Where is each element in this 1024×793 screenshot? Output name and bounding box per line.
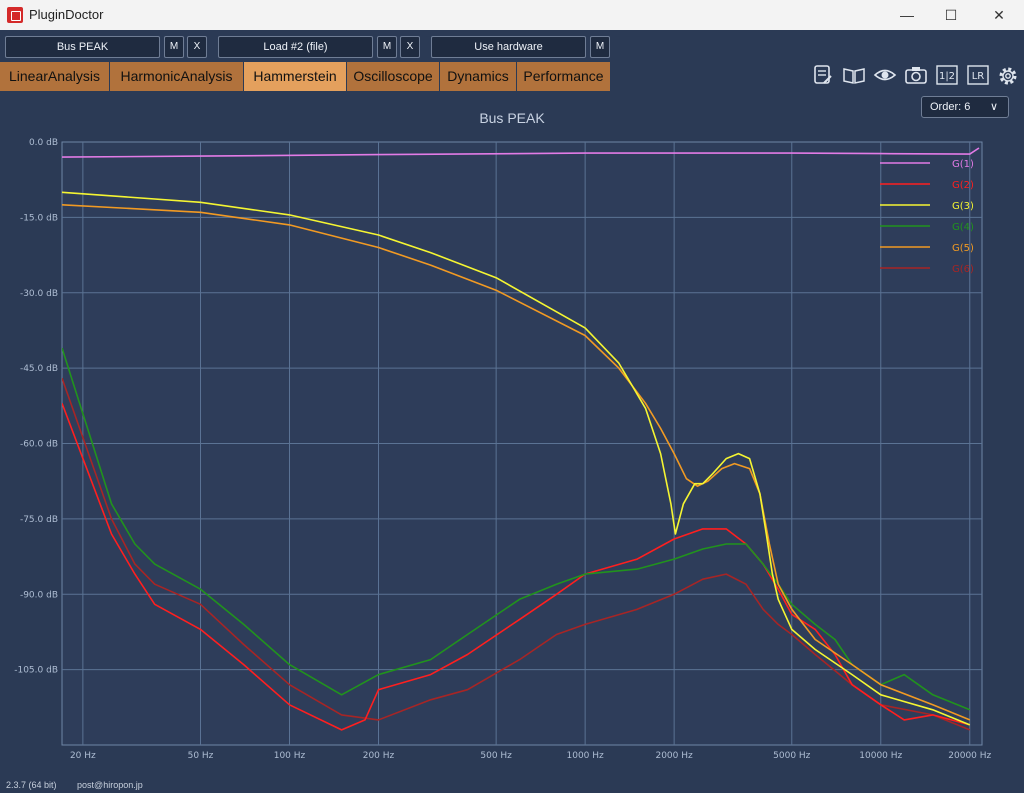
x-tick-label: 200 Hz [363, 751, 395, 761]
minimize-button[interactable]: — [900, 7, 914, 23]
legend-label: G(2) [952, 180, 974, 191]
y-tick-label: -75.0 dB [20, 515, 58, 525]
y-tick-label: -15.0 dB [20, 213, 58, 223]
contact-label: post@hiropon.jp [77, 780, 143, 790]
y-tick-label: 0.0 dB [29, 138, 58, 148]
x-tick-label: 2000 Hz [655, 751, 693, 761]
gear-icon[interactable] [996, 64, 1020, 88]
svg-text:LR: LR [972, 71, 985, 82]
window-title: PluginDoctor [29, 7, 104, 22]
x-tick-label: 10000 Hz [859, 751, 902, 761]
version-label: 2.3.7 (64 bit) [6, 780, 57, 790]
title-bar: PluginDoctor — ☐ ✕ [0, 0, 1024, 30]
notes-icon[interactable] [811, 64, 835, 88]
y-tick-label: -90.0 dB [20, 590, 58, 600]
plot-grid [61, 141, 983, 746]
load-menu-button[interactable]: M [377, 36, 397, 58]
plot-title: Bus PEAK [479, 110, 545, 126]
tab-dynamics[interactable]: Dynamics [440, 62, 517, 91]
load-remove-button[interactable]: X [400, 36, 420, 58]
eye-icon[interactable] [873, 64, 897, 88]
x-tick-label: 5000 Hz [773, 751, 811, 761]
legend-label: G(4) [952, 222, 974, 233]
x-tick-label: 20 Hz [70, 751, 96, 761]
x-tick-label: 20000 Hz [948, 751, 991, 761]
hardware-menu-button[interactable]: M [590, 36, 610, 58]
axis-ticks: 20 Hz 50 Hz 100 Hz 200 Hz 500 Hz 1000 Hz 2000 … [14, 138, 991, 761]
order-label: Order: 6 [930, 101, 971, 113]
y-tick-label: -60.0 dB [20, 440, 58, 450]
series-line-G(4) [62, 347, 971, 711]
x-tick-label: 1000 Hz [567, 751, 605, 761]
order-dropdown[interactable]: Order: 6 ∨ [921, 96, 1009, 118]
tab-linear-analysis[interactable]: LinearAnalysis [0, 62, 110, 91]
x-tick-label: 500 Hz [480, 751, 512, 761]
lr-icon[interactable]: LR [966, 64, 990, 88]
app-logo-icon [7, 7, 23, 23]
plot-legend: G(1) G(2) G(3) G(4) G(5) G(6) [880, 159, 974, 275]
series-line-G(6) [62, 377, 971, 731]
series-line-G(2) [62, 403, 971, 731]
y-tick-label: -105.0 dB [14, 666, 58, 676]
compare-icon[interactable]: 1|2 [935, 64, 959, 88]
svg-text:1|2: 1|2 [939, 71, 955, 82]
camera-icon[interactable] [904, 64, 928, 88]
close-window-button[interactable]: ✕ [993, 7, 1005, 23]
y-tick-label: -45.0 dB [20, 364, 58, 374]
y-tick-label: -30.0 dB [20, 289, 58, 299]
legend-label: G(6) [952, 264, 974, 275]
legend-label: G(3) [952, 201, 974, 212]
book-icon[interactable] [842, 64, 866, 88]
chevron-down-icon: ∨ [989, 101, 998, 113]
series-line-G(1) [62, 147, 980, 158]
plugin-remove-button[interactable]: X [187, 36, 207, 58]
legend-label: G(1) [952, 159, 974, 170]
tab-hammerstein[interactable]: Hammerstein [244, 62, 347, 91]
footer: 2.3.7 (64 bit) post@hiropon.jp [6, 780, 161, 790]
legend-label: G(5) [952, 243, 974, 254]
plot-series [62, 147, 980, 731]
maximize-button[interactable]: ☐ [944, 7, 958, 23]
series-line-G(3) [62, 191, 971, 726]
plugin-menu-button[interactable]: M [164, 36, 184, 58]
tab-oscilloscope[interactable]: Oscilloscope [347, 62, 440, 91]
x-tick-label: 100 Hz [274, 751, 306, 761]
plugin-selector[interactable]: Bus PEAK [5, 36, 160, 58]
toolbar: Bus PEAK M X Load #2 (file) M X Use hard… [0, 30, 1024, 62]
x-tick-label: 50 Hz [188, 751, 214, 761]
load-selector[interactable]: Load #2 (file) [218, 36, 373, 58]
tab-harmonic-analysis[interactable]: HarmonicAnalysis [110, 62, 244, 91]
tab-performance[interactable]: Performance [517, 62, 611, 91]
hardware-selector[interactable]: Use hardware [431, 36, 586, 58]
